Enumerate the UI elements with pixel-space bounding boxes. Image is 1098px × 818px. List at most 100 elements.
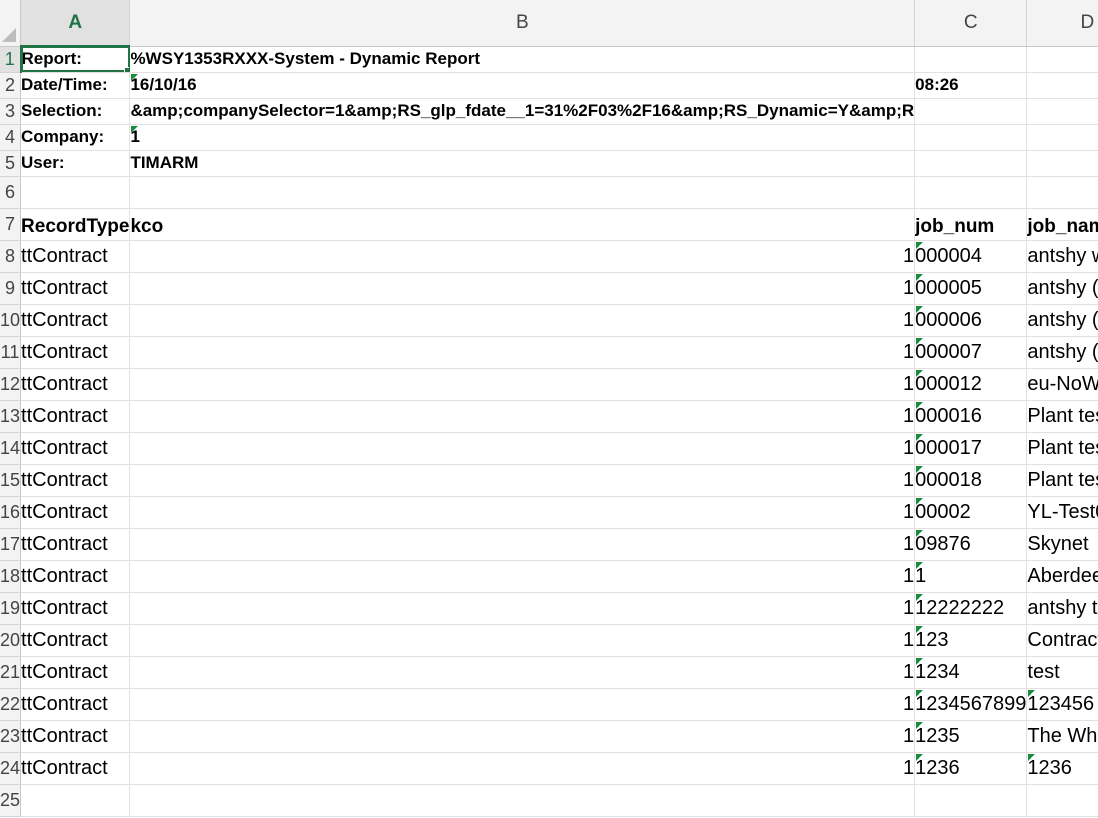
row-header[interactable]: 10 — [0, 304, 22, 337]
cell[interactable] — [1026, 150, 1098, 177]
cell[interactable] — [914, 124, 1028, 151]
column-header[interactable]: D — [1026, 0, 1098, 47]
row-header[interactable]: 14 — [0, 432, 22, 465]
cell[interactable] — [914, 176, 1028, 209]
cell[interactable] — [20, 176, 131, 209]
column-name-cell[interactable]: RecordType — [20, 208, 131, 241]
cell[interactable] — [129, 784, 916, 817]
table-cell[interactable]: 000006 — [914, 304, 1028, 337]
table-cell[interactable]: ttContract — [20, 368, 131, 401]
table-cell[interactable]: 1 — [129, 688, 916, 721]
row-header[interactable]: 8 — [0, 240, 22, 273]
row-header[interactable]: 23 — [0, 720, 22, 753]
table-cell[interactable]: 1235 — [914, 720, 1028, 753]
row-header[interactable]: 9 — [0, 272, 22, 305]
cell[interactable] — [20, 784, 131, 817]
column-name-cell[interactable]: kco — [129, 208, 916, 241]
table-cell[interactable]: ttContract — [20, 720, 131, 753]
table-cell[interactable]: 1 — [129, 496, 916, 529]
table-cell[interactable]: 1234567899 — [914, 688, 1028, 721]
table-cell[interactable]: 000018 — [914, 464, 1028, 497]
table-cell[interactable]: 1 — [129, 336, 916, 369]
cell-a1[interactable]: Report: — [20, 46, 131, 73]
table-cell[interactable]: 1 — [129, 304, 916, 337]
column-header[interactable]: A — [20, 0, 131, 47]
row-header[interactable]: 7 — [0, 208, 22, 241]
cell[interactable] — [914, 98, 1028, 125]
cell-b2[interactable]: 16/10/16 — [129, 72, 916, 99]
row-header[interactable]: 17 — [0, 528, 22, 561]
table-cell[interactable]: ttContract — [20, 496, 131, 529]
cell[interactable] — [1026, 98, 1098, 125]
row-header[interactable]: 21 — [0, 656, 22, 689]
row-header[interactable]: 5 — [0, 150, 22, 177]
table-cell[interactable]: Plant tests, G — [1026, 432, 1098, 465]
table-cell[interactable]: antshy (non- — [1026, 336, 1098, 369]
table-cell[interactable]: 1 — [129, 720, 916, 753]
cell[interactable] — [1026, 46, 1098, 73]
table-cell[interactable]: 000012 — [914, 368, 1028, 401]
table-cell[interactable]: 09876 — [914, 528, 1028, 561]
column-header[interactable]: B — [129, 0, 916, 47]
table-cell[interactable]: 1 — [914, 560, 1028, 593]
row-header[interactable]: 22 — [0, 688, 22, 721]
table-cell[interactable]: 1236 — [914, 752, 1028, 785]
row-header[interactable]: 24 — [0, 752, 22, 785]
table-cell[interactable]: Plant tests, F — [1026, 400, 1098, 433]
table-cell[interactable]: 1 — [129, 240, 916, 273]
cell-b1[interactable]: %WSY1353RXXX-System - Dynamic Report — [129, 46, 916, 73]
row-header[interactable]: 13 — [0, 400, 22, 433]
row-header[interactable]: 19 — [0, 592, 22, 625]
cell-a4[interactable]: Company: — [20, 124, 131, 151]
table-cell[interactable]: Skynet — [1026, 528, 1098, 561]
table-cell[interactable]: eu-NoWbs N — [1026, 368, 1098, 401]
table-cell[interactable]: 1 — [129, 432, 916, 465]
cell[interactable] — [129, 176, 916, 209]
table-cell[interactable]: 000004 — [914, 240, 1028, 273]
table-cell[interactable]: ttContract — [20, 240, 131, 273]
column-name-cell[interactable]: job_num — [914, 208, 1028, 241]
table-cell[interactable]: ttContract — [20, 400, 131, 433]
table-cell[interactable]: Plant tests, C — [1026, 464, 1098, 497]
table-cell[interactable]: 1236 — [1026, 752, 1098, 785]
table-cell[interactable]: test — [1026, 656, 1098, 689]
row-header[interactable]: 16 — [0, 496, 22, 529]
row-header[interactable]: 6 — [0, 176, 22, 209]
table-cell[interactable]: 000005 — [914, 272, 1028, 305]
table-cell[interactable]: 1 — [129, 656, 916, 689]
cell[interactable] — [1026, 176, 1098, 209]
table-cell[interactable]: Aberdeen Cit — [1026, 560, 1098, 593]
fill-handle[interactable] — [124, 66, 129, 71]
cell-b3[interactable]: &amp;companySelector=1&amp;RS_glp_fdate_… — [129, 98, 916, 125]
cell-b4[interactable]: 1 — [129, 124, 916, 151]
table-cell[interactable]: 000007 — [914, 336, 1028, 369]
table-cell[interactable]: 1 — [129, 400, 916, 433]
table-cell[interactable]: ttContract — [20, 304, 131, 337]
cell[interactable] — [914, 46, 1028, 73]
table-cell[interactable]: ttContract — [20, 688, 131, 721]
table-cell[interactable]: ttContract — [20, 752, 131, 785]
table-cell[interactable]: ttContract — [20, 560, 131, 593]
table-cell[interactable]: 000016 — [914, 400, 1028, 433]
table-cell[interactable]: 12222222 — [914, 592, 1028, 625]
row-header[interactable]: 3 — [0, 98, 22, 125]
table-cell[interactable]: 1 — [129, 752, 916, 785]
row-header[interactable]: 2 — [0, 72, 22, 99]
table-cell[interactable]: 000017 — [914, 432, 1028, 465]
table-cell[interactable]: Contract 123 — [1026, 624, 1098, 657]
row-header[interactable]: 15 — [0, 464, 22, 497]
row-header[interactable]: 4 — [0, 124, 22, 151]
table-cell[interactable]: 00002 — [914, 496, 1028, 529]
table-cell[interactable]: 1 — [129, 560, 916, 593]
cell[interactable] — [914, 150, 1028, 177]
table-cell[interactable]: antshy (wbs - — [1026, 272, 1098, 305]
table-cell[interactable]: 1 — [129, 528, 916, 561]
column-name-cell[interactable]: job_name — [1026, 208, 1098, 241]
row-header[interactable]: 11 — [0, 336, 22, 369]
row-header[interactable]: 20 — [0, 624, 22, 657]
table-cell[interactable]: 1 — [129, 624, 916, 657]
row-header[interactable]: 18 — [0, 560, 22, 593]
table-cell[interactable]: ttContract — [20, 656, 131, 689]
cell-a2[interactable]: Date/Time: — [20, 72, 131, 99]
